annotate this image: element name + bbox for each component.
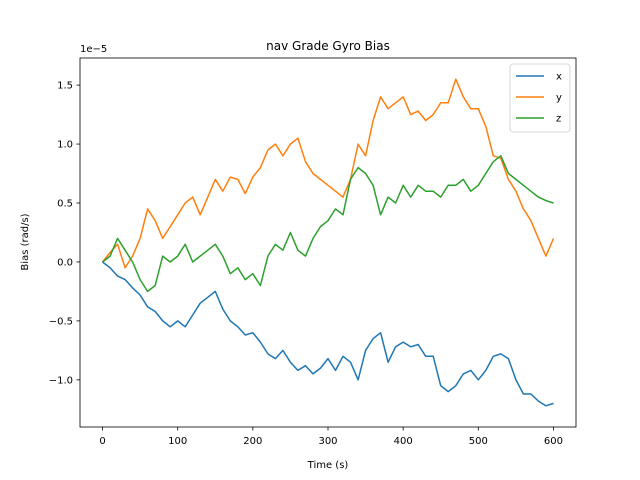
y-tick-label: −1.0 <box>49 375 73 386</box>
legend-label-z: z <box>556 114 561 125</box>
x-tick-label: 100 <box>168 436 187 447</box>
series-line-x <box>102 261 554 407</box>
chart-title: nav Grade Gyro Bias <box>266 39 390 53</box>
x-tick-label: 500 <box>469 436 488 447</box>
y-tick-label: 0.5 <box>57 199 73 210</box>
legend-label-x: x <box>556 72 562 83</box>
y-tick-label: 0.0 <box>57 257 73 268</box>
series-line-z <box>102 155 554 293</box>
plot-area: 0 100 200 300 400 500 600 −1.0 −0.5 0.0 0.5 1.0 1.5 <box>49 57 577 447</box>
legend: xyz <box>509 63 571 133</box>
y-scale-multiplier: 1e−5 <box>80 44 107 55</box>
series-line-y <box>101 78 555 269</box>
x-axis-label: Time (s) <box>307 460 349 471</box>
x-tick-label: 400 <box>394 436 413 447</box>
legend-box <box>509 63 571 133</box>
x-tick-label: 200 <box>243 436 262 447</box>
y-tick-label: −0.5 <box>49 316 73 327</box>
y-axis-label: Bias (rad/s) <box>20 213 31 270</box>
plot-frame <box>79 57 577 428</box>
x-tick-label: 600 <box>544 436 563 447</box>
y-tick-label: 1.5 <box>57 81 73 92</box>
x-tick-label: 300 <box>318 436 337 447</box>
y-tick-label: 1.0 <box>57 140 73 151</box>
x-tick-label: 0 <box>99 436 105 447</box>
legend-label-y: y <box>556 93 562 104</box>
